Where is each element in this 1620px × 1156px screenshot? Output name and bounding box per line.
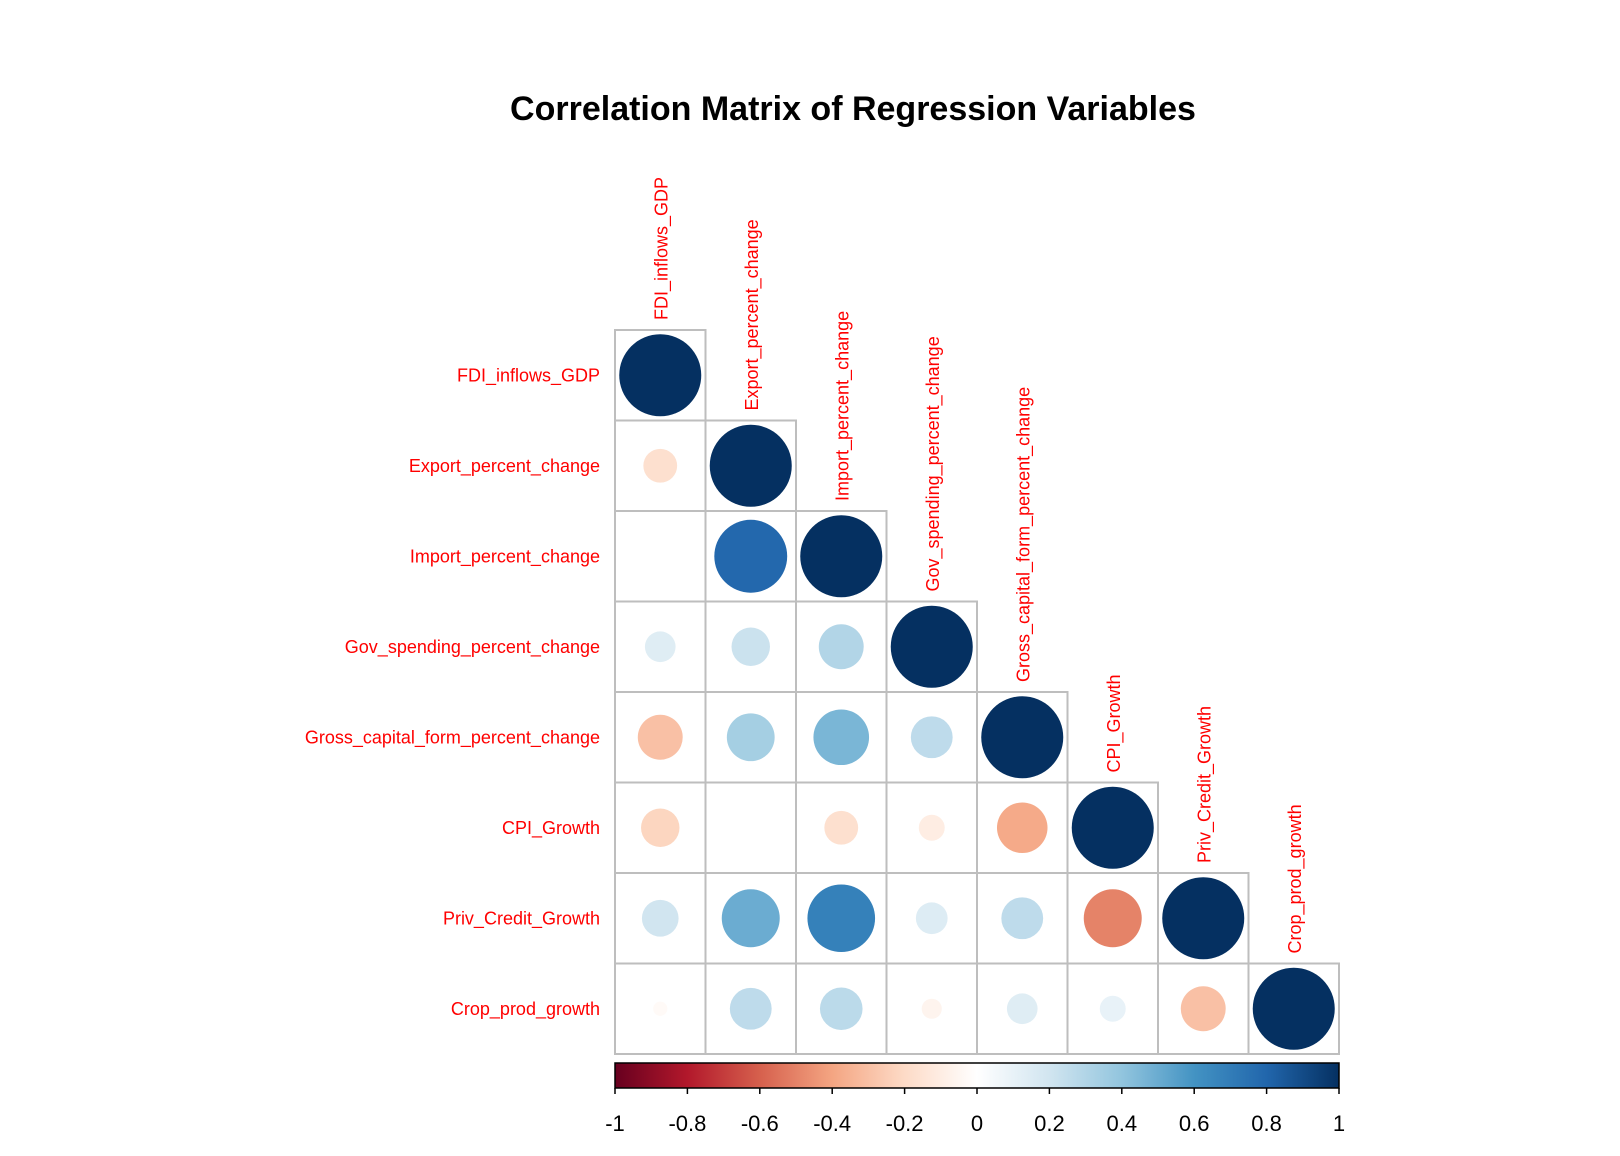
column-label: Gross_capital_form_percent_change bbox=[1013, 387, 1034, 682]
correlation-circle-4-3 bbox=[910, 716, 953, 759]
correlation-circle-5-2 bbox=[824, 810, 859, 845]
correlation-circle-5-5 bbox=[1071, 786, 1154, 869]
column-label: Import_percent_change bbox=[832, 311, 853, 501]
correlation-circle-7-0 bbox=[653, 1001, 668, 1016]
correlation-circle-2-1 bbox=[714, 519, 788, 593]
correlation-circle-7-1 bbox=[729, 987, 772, 1030]
correlation-circle-5-0 bbox=[641, 808, 680, 847]
column-label: Priv_Credit_Growth bbox=[1194, 706, 1215, 863]
row-label: Gov_spending_percent_change bbox=[345, 637, 600, 658]
colorbar-tick-label: 0.2 bbox=[1034, 1111, 1065, 1136]
colorbar-tick-label: -0.6 bbox=[741, 1111, 779, 1136]
colorbar-tick-label: 0 bbox=[971, 1111, 983, 1136]
correlation-circle-6-4 bbox=[1001, 897, 1044, 940]
column-label: FDI_inflows_GDP bbox=[651, 177, 672, 320]
correlation-circle-7-3 bbox=[921, 998, 942, 1019]
row-labels: FDI_inflows_GDP Export_percent_change Impo… bbox=[305, 365, 600, 1020]
correlation-circle-6-3 bbox=[915, 902, 948, 935]
colorbar-tick-label: -0.2 bbox=[886, 1111, 924, 1136]
grid-cell-2-0 bbox=[614, 510, 707, 603]
correlation-circle-7-5 bbox=[1099, 995, 1126, 1022]
correlation-circle-5-3 bbox=[918, 814, 945, 841]
row-label: Gross_capital_form_percent_change bbox=[305, 727, 600, 748]
colorbar-tick-label: 0.8 bbox=[1251, 1111, 1282, 1136]
correlation-circle-3-0 bbox=[644, 631, 676, 663]
row-label: CPI_Growth bbox=[502, 818, 600, 839]
correlation-circle-5-4 bbox=[996, 802, 1048, 854]
correlation-circle-1-1 bbox=[709, 424, 792, 507]
correlation-circle-3-3 bbox=[890, 605, 973, 688]
row-label: Priv_Credit_Growth bbox=[443, 908, 600, 929]
correlation-circle-7-7 bbox=[1252, 967, 1335, 1050]
colorbar-tick-label: 1 bbox=[1333, 1111, 1345, 1136]
correlation-circle-6-0 bbox=[641, 899, 679, 937]
row-label: Crop_prod_growth bbox=[451, 999, 600, 1020]
correlation-circle-3-2 bbox=[818, 624, 864, 670]
correlation-circle-6-6 bbox=[1162, 877, 1245, 960]
correlation-circle-4-4 bbox=[981, 696, 1064, 779]
correlation-circle-4-0 bbox=[637, 714, 683, 760]
colorbar: -1 -0.8 -0.6 -0.4 -0.2 0 0.2 0.4 0.6 0.8 1 bbox=[605, 1062, 1345, 1136]
correlation-circle-2-2 bbox=[800, 515, 883, 598]
column-labels: FDI_inflows_GDP Export_percent_change Impo… bbox=[651, 177, 1306, 954]
correlation-circle-3-1 bbox=[731, 627, 770, 666]
correlation-circle-1-0 bbox=[643, 448, 678, 483]
column-label: CPI_Growth bbox=[1104, 674, 1125, 772]
column-label: Export_percent_change bbox=[742, 219, 763, 410]
chart-title: Correlation Matrix of Regression Variabl… bbox=[510, 90, 1196, 128]
row-label: Export_percent_change bbox=[409, 456, 600, 477]
colorbar-gradient bbox=[614, 1062, 1340, 1089]
grid-layer bbox=[614, 329, 1340, 1055]
correlation-circle-6-5 bbox=[1083, 889, 1142, 948]
correlation-circle-7-4 bbox=[1006, 993, 1038, 1025]
colorbar-tick-label: -0.4 bbox=[813, 1111, 851, 1136]
grid-cell-7-7 bbox=[1247, 962, 1340, 1055]
correlation-circle-0-0 bbox=[619, 334, 702, 417]
row-label: Import_percent_change bbox=[410, 546, 600, 567]
correlation-circle-7-6 bbox=[1180, 986, 1226, 1032]
colorbar-tick-label: 0.4 bbox=[1107, 1111, 1138, 1136]
colorbar-tick-label: 0.6 bbox=[1179, 1111, 1210, 1136]
row-label: FDI_inflows_GDP bbox=[457, 365, 600, 386]
correlation-circle-4-2 bbox=[813, 709, 870, 766]
correlation-circle-7-2 bbox=[819, 987, 863, 1031]
correlation-circle-6-2 bbox=[807, 884, 876, 953]
column-label: Gov_spending_percent_change bbox=[923, 336, 944, 591]
column-label: Crop_prod_growth bbox=[1285, 804, 1306, 953]
grid-cell-5-1 bbox=[704, 781, 797, 874]
colorbar-tick-label: -0.8 bbox=[668, 1111, 706, 1136]
correlation-circle-4-1 bbox=[726, 713, 775, 762]
colorbar-tick-label: -1 bbox=[605, 1111, 625, 1136]
circle-layer bbox=[619, 334, 1335, 1050]
correlation-circle-6-1 bbox=[721, 889, 780, 948]
